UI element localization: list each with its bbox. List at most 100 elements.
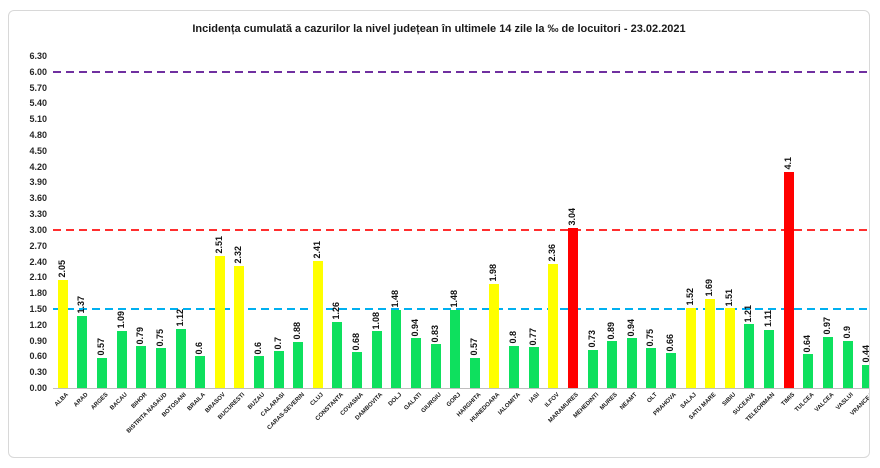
bar-value-mures: 0.89: [606, 321, 617, 340]
y-tick-5.10: 5.10: [29, 114, 47, 125]
bar-value-harghita: 0.57: [468, 338, 479, 356]
x-label-sibiu: SIBIU: [721, 392, 738, 408]
bar-teleorman: [764, 329, 775, 388]
x-label-olt: OLT: [646, 392, 659, 405]
bar-value-gorj: 1.48: [449, 290, 460, 309]
y-tick-2.40: 2.40: [29, 256, 47, 267]
y-tick-2.10: 2.10: [29, 272, 47, 283]
bar-maramures: [567, 227, 578, 388]
bar-value-calarasi: 0.7: [272, 336, 283, 350]
bar-harghita: [469, 357, 480, 388]
x-label-valcea: VALCEA: [813, 392, 836, 414]
bar-value-satu-mare: 1.69: [704, 279, 715, 297]
bar-value-giurgiu: 0.83: [429, 324, 440, 343]
bar-value-arges: 0.57: [96, 338, 107, 356]
bar-value-teleorman: 1.11: [763, 310, 774, 328]
x-label-iasi: IASI: [528, 392, 541, 405]
bar-value-ilfov: 2.36: [547, 244, 558, 262]
x-label-arges: ARGES: [89, 392, 110, 412]
y-tick-1.80: 1.80: [29, 288, 47, 299]
y-tick-3.60: 3.60: [29, 193, 47, 204]
bar-suceava: [744, 324, 755, 388]
bar-constanta: [332, 321, 343, 388]
x-label-tulcea: TULCEA: [794, 392, 816, 414]
bar-sibiu: [724, 308, 735, 388]
bar-value-olt: 0.75: [645, 328, 656, 347]
y-tick-4.50: 4.50: [29, 145, 47, 156]
y-tick-5.70: 5.70: [29, 82, 47, 93]
bar-value-covasna: 0.68: [351, 332, 362, 351]
y-tick-6.30: 6.30: [29, 51, 47, 61]
bar-iasi: [528, 347, 539, 388]
bar-value-sibiu: 1.51: [723, 288, 734, 307]
bar-bucuresti: [234, 265, 245, 388]
y-tick-3.90: 3.90: [29, 177, 47, 188]
bar-value-braila: 0.6: [194, 341, 205, 355]
bar-satu-mare: [705, 298, 716, 388]
bar-covasna: [352, 352, 363, 388]
bar-value-iasi: 0.77: [527, 327, 538, 346]
bar-vrancea: [862, 364, 869, 388]
bar-value-dolj: 1.48: [390, 290, 401, 309]
bar-galati: [410, 338, 421, 388]
bar-bihor: [136, 346, 147, 388]
chart-frame: Incidența cumulată a cazurilor la nivel …: [8, 10, 870, 458]
reference-line-3: [53, 228, 869, 231]
bar-value-tulcea: 0.64: [802, 334, 813, 353]
bar-buzau: [254, 356, 264, 388]
bar-value-prahova: 0.66: [665, 333, 675, 352]
x-label-gorj: GORJ: [446, 392, 463, 409]
bar-tulcea: [803, 354, 814, 388]
bar-value-bucuresti: 2.32: [233, 246, 244, 264]
y-tick-3.30: 3.30: [29, 209, 47, 220]
bar-calarasi: [273, 351, 284, 388]
bar-mures: [607, 341, 618, 388]
chart-title: Incidența cumulată a cazurilor la nivel …: [192, 23, 686, 35]
bar-value-bihor: 0.79: [135, 326, 146, 345]
x-label-timis: TIMIS: [780, 392, 796, 408]
x-label-alba: ALBA: [54, 392, 71, 409]
x-label-vaslui: VASLUI: [835, 392, 855, 412]
x-label-caras-severin: CARAS-SEVERIN: [266, 392, 306, 432]
bar-value-suceava: 1.21: [743, 304, 754, 323]
x-label-arad: ARAD: [73, 392, 90, 409]
bar-braila: [195, 356, 206, 388]
bar-alba: [57, 279, 68, 388]
bar-arad: [77, 315, 88, 388]
bar-value-bistrita-nasaud: 0.75: [154, 328, 165, 347]
y-tick-3.00: 3.00: [29, 224, 47, 235]
bar-gorj: [450, 310, 461, 388]
reference-line-1.5: [53, 307, 869, 310]
bar-botosani: [175, 328, 186, 388]
bar-timis: [783, 171, 794, 388]
bar-value-cluj: 2.41: [311, 241, 322, 259]
bar-value-buzau: 0.6: [253, 341, 263, 355]
x-label-giurgiu: GIURGIU: [420, 392, 443, 415]
bar-brasov: [214, 255, 225, 388]
bar-value-constanta: 1.26: [331, 302, 342, 320]
y-tick-2.70: 2.70: [29, 240, 47, 251]
bar-value-salaj: 1.52: [684, 288, 695, 306]
bar-value-caras-severin: 0.88: [292, 322, 303, 340]
y-tick-6.00: 6.00: [29, 66, 47, 77]
bar-arges: [97, 357, 108, 388]
bar-bacau: [116, 330, 127, 388]
x-label-salaj: SALAJ: [679, 392, 698, 411]
y-tick-1.50: 1.50: [29, 303, 47, 314]
bar-value-bacau: 1.09: [115, 311, 126, 329]
y-tick-0.00: 0.00: [29, 383, 47, 393]
x-label-neamt: NEAMT: [619, 392, 640, 412]
y-tick-1.20: 1.20: [29, 319, 47, 330]
bar-value-galati: 0.94: [409, 318, 420, 337]
bar-giurgiu: [430, 344, 441, 388]
bar-bistrita-nasaud: [155, 348, 166, 388]
bar-value-mehedinti: 0.73: [586, 330, 597, 348]
x-label-bihor: BIHOR: [130, 392, 149, 410]
bar-value-vrancea: 0.44: [861, 345, 870, 363]
bar-value-hunedoara: 1.98: [488, 264, 499, 282]
bar-value-botosani: 1.12: [174, 309, 185, 327]
bar-value-ialomita: 0.8: [508, 331, 519, 344]
x-label-mures: MURES: [599, 392, 620, 412]
y-tick-0.60: 0.60: [29, 351, 47, 362]
bar-dolj: [391, 310, 402, 388]
